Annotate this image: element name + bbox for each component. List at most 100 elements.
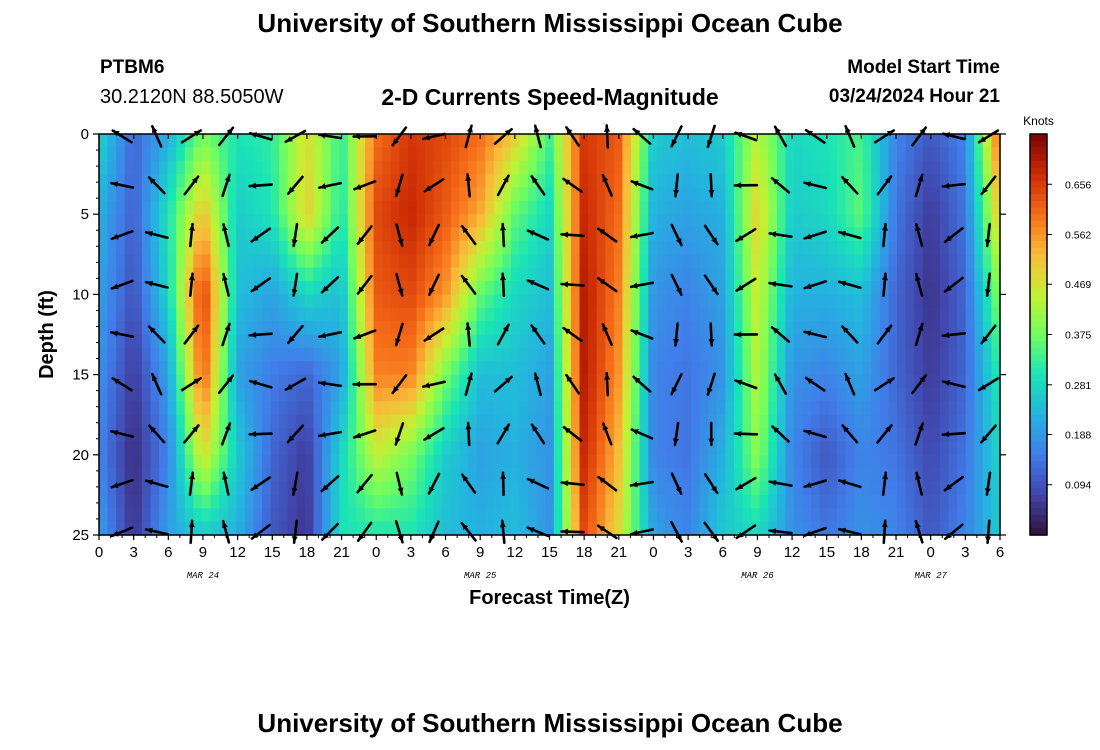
heatmap-cell [742, 481, 752, 496]
heatmap-cell [407, 387, 418, 402]
heatmap-cell [201, 347, 212, 362]
heatmap-cell [528, 508, 538, 523]
heatmap-cell [339, 160, 349, 175]
heatmap-cell [201, 240, 212, 255]
heatmap-cell [948, 267, 958, 282]
heatmap-cell [622, 227, 632, 242]
heatmap-cell [845, 481, 855, 496]
heatmap-cell [390, 454, 400, 469]
heatmap-cell [390, 160, 400, 175]
current-arrow [977, 129, 1000, 144]
heatmap-cell [733, 240, 744, 255]
heatmap-cell [665, 521, 675, 536]
heatmap-cell [948, 481, 958, 496]
heatmap-cell [356, 200, 366, 215]
heatmap-cell [485, 281, 495, 295]
x-tick-label: 21 [610, 544, 627, 561]
heatmap-cell [347, 134, 358, 148]
heatmap-cell [227, 294, 237, 309]
heatmap-cell [476, 254, 486, 269]
current-arrow [286, 175, 304, 195]
heatmap-cell [682, 494, 692, 509]
heatmap-cell [862, 134, 872, 148]
heatmap-cell [974, 521, 984, 536]
heatmap-cell [596, 214, 606, 229]
heatmap-cell [656, 481, 666, 496]
heatmap-cell [639, 401, 649, 416]
heatmap-cell [639, 361, 649, 376]
heatmap-cell [519, 468, 529, 483]
heatmap-cell [365, 174, 375, 189]
heatmap-cell [605, 174, 615, 189]
heatmap-cell [939, 494, 950, 509]
heatmap-cell [99, 174, 109, 189]
heatmap-cell [802, 307, 812, 322]
colorbar-tick-label: 0.469 [1065, 279, 1091, 291]
heatmap-cell [596, 494, 606, 509]
heatmap-cell [219, 321, 229, 336]
heatmap-cell [819, 387, 829, 402]
heatmap-cell [656, 521, 666, 536]
heatmap-cell [365, 401, 375, 416]
heatmap-cell [227, 441, 237, 456]
heatmap-cell [845, 187, 855, 202]
heatmap-cell [510, 227, 521, 242]
current-arrow [352, 429, 377, 439]
current-arrow [221, 173, 231, 198]
heatmap-cell [871, 508, 881, 523]
heatmap-cell [854, 294, 864, 309]
heatmap-cell [287, 174, 297, 189]
heatmap-cell [124, 387, 134, 402]
current-arrow [291, 471, 299, 496]
heatmap-cell [399, 508, 409, 523]
heatmap-cell [347, 481, 358, 496]
heatmap-cell [407, 174, 418, 189]
heatmap-cell [116, 441, 126, 456]
current-arrow [353, 329, 377, 340]
heatmap-cell [510, 441, 521, 456]
heatmap-cell [99, 521, 109, 536]
current-arrow [147, 176, 166, 195]
heatmap-cell [510, 521, 521, 536]
heatmap-cell [493, 481, 503, 496]
heatmap-cell [176, 281, 186, 295]
heatmap-cell [588, 468, 598, 483]
heatmap-cell [656, 200, 666, 215]
heatmap-cell [622, 401, 632, 416]
heatmap-cell [939, 441, 950, 456]
heatmap-cell [296, 347, 306, 362]
heatmap-cell [811, 321, 821, 336]
heatmap-cell [150, 281, 160, 295]
colorbar-swatch [1030, 514, 1047, 523]
heatmap-cell [939, 307, 950, 322]
heatmap-cell [124, 254, 134, 269]
heatmap-cell [545, 307, 555, 322]
heatmap-cell [974, 187, 984, 202]
heatmap-cell [416, 521, 426, 536]
heatmap-cell [502, 494, 512, 509]
heatmap-cell [862, 494, 872, 509]
heatmap-cell [244, 401, 255, 416]
heatmap-cell [776, 294, 787, 309]
heatmap-cell [648, 307, 658, 322]
heatmap-cell [373, 160, 383, 175]
heatmap-cell [236, 374, 246, 389]
heatmap-cell [313, 468, 323, 483]
heatmap-cell [322, 441, 332, 456]
heatmap-cell [536, 454, 546, 469]
heatmap-cell [725, 428, 735, 443]
heatmap-cell [167, 147, 177, 162]
heatmap-cell [931, 468, 941, 483]
heatmap-cell [751, 321, 761, 336]
heatmap-cell [931, 454, 941, 469]
heatmap-cell [708, 468, 718, 483]
heatmap-cell [811, 294, 821, 309]
heatmap-cell [605, 401, 615, 416]
heatmap-cell [673, 428, 684, 443]
heatmap-cell [570, 187, 581, 202]
heatmap-cell [116, 134, 126, 148]
heatmap-cell [296, 214, 306, 229]
heatmap-cell [974, 481, 984, 496]
heatmap-cell [373, 414, 383, 429]
heatmap-cell [107, 307, 117, 322]
